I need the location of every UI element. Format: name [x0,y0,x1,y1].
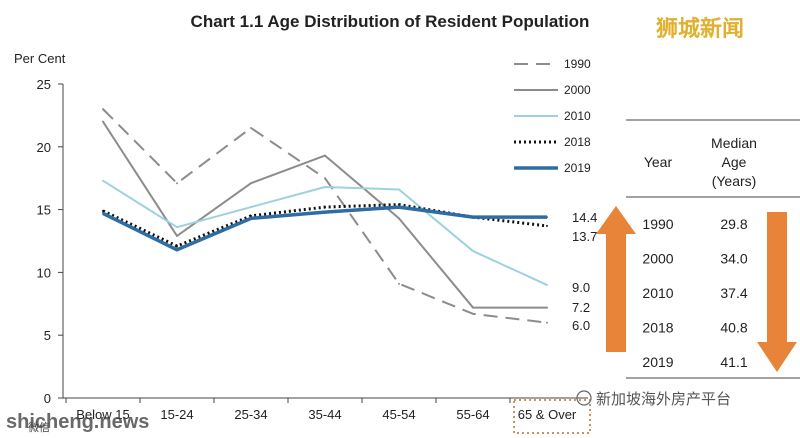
data-point-2000 [324,154,326,157]
series-line-2019 [102,205,547,252]
legend-label-1990: 1990 [564,57,591,71]
data-point-2000 [546,306,548,309]
table-row-year: 2018 [642,320,673,336]
legend-label-2010: 2010 [564,109,591,123]
table-row-year: 2000 [642,251,673,267]
data-point-1990 [398,282,400,285]
y-ticks: 0 5 10 15 20 25 [37,77,63,406]
table-header-age: Age [722,154,747,170]
data-point-1990 [250,126,252,129]
y-tick-label: 0 [44,391,51,406]
watermark-top-right: 狮城新闻 [656,16,744,41]
data-point-2010 [176,226,178,229]
data-point-1990 [102,108,104,111]
data-point-2010 [102,179,104,182]
y-tick-label: 5 [44,328,51,343]
median-age-table: Year Median Age (Years) 1990 29.8 2000 34.0… [626,119,800,379]
end-value-label: 13.7 [572,229,597,244]
table-row-median-age: 41.1 [720,354,747,370]
x-tick-label: 45-54 [382,407,415,422]
x-tick-label: 65 & Over [518,407,577,422]
data-point-1990 [546,321,548,324]
data-point-2010 [546,283,548,286]
data-point-1990 [472,312,474,315]
data-point-2018 [250,214,252,217]
svg-text:新加坡海外房产平台: 新加坡海外房产平台 [596,391,731,408]
data-point-2019 [250,217,252,220]
x-tick-label: 25-34 [234,407,267,422]
data-point-2018 [324,206,326,209]
legend-label-2018: 2018 [564,135,591,149]
series-lines [102,108,548,324]
watermark-bottom-left: shicheng.news [6,411,149,433]
data-point-2000 [102,120,104,123]
end-value-label: 9.0 [572,280,590,295]
series-line-2000 [102,121,547,309]
watermark-bottom-right: 新加坡海外房产平台 [576,390,731,408]
table-row-median-age: 40.8 [720,320,747,336]
y-axis-label: Per Cent [14,51,66,66]
y-tick-label: 20 [37,140,51,155]
data-point-2019 [176,248,178,251]
table-row-median-age: 29.8 [720,216,747,232]
x-tick-label: 15-24 [160,407,193,422]
data-point-2010 [250,206,252,209]
data-point-2019 [546,216,548,219]
data-point-2010 [398,188,400,191]
highlight-box [513,399,591,434]
table-header-years: (Years) [712,173,757,189]
data-point-2018 [176,245,178,248]
data-point-2019 [398,206,400,209]
end-value-label: 7.2 [572,300,590,315]
data-point-2019 [324,211,326,214]
down-arrow-icon [757,212,797,372]
series-line-2010 [102,179,548,286]
end-value-label: 14.4 [572,210,597,225]
data-point-2018 [102,209,104,212]
up-arrow-icon [596,206,636,352]
end-labels: 14.4 13.7 9.0 7.2 6.0 [572,210,597,333]
table-row-year: 2019 [642,354,673,370]
table-row-year: 2010 [642,285,673,301]
data-point-2018 [398,203,400,206]
x-tick-label: 35-44 [308,407,341,422]
wechat-icon [576,390,592,406]
data-point-2000 [398,217,400,220]
data-point-1990 [176,182,178,185]
data-point-2010 [472,250,474,253]
table-row-median-age: 34.0 [720,251,747,267]
table-row-year: 1990 [642,216,673,232]
data-point-2000 [176,234,178,237]
data-point-2019 [472,216,474,219]
y-tick-label: 25 [37,77,51,92]
x-ticks: Below 15 15-24 25-34 35-44 45-54 55-64 65 & Ov… [65,398,577,422]
chart-title: Chart 1.1 Age Distribution of Resident P… [191,12,590,31]
data-point-1990 [324,177,326,180]
table-row-median-age: 37.4 [720,285,747,301]
x-tick-label: 55-64 [456,407,489,422]
legend-label-2000: 2000 [564,83,591,97]
y-tick-label: 10 [37,265,51,280]
watermark-bottom-left-prefix: 微信 [28,420,50,434]
data-point-2000 [250,182,252,185]
y-tick-label: 15 [37,203,51,218]
table-header-median: Median [711,135,757,151]
data-point-2018 [546,224,548,227]
data-point-2019 [102,212,104,215]
end-value-label: 6.0 [572,318,590,333]
x-tick-label: Below 15 [76,407,129,422]
data-point-2000 [472,306,474,309]
legend: 1990 2000 2010 2018 2019 [514,57,591,175]
data-point-2010 [324,185,326,188]
legend-label-2019: 2019 [564,161,591,175]
table-header-year: Year [644,154,673,170]
